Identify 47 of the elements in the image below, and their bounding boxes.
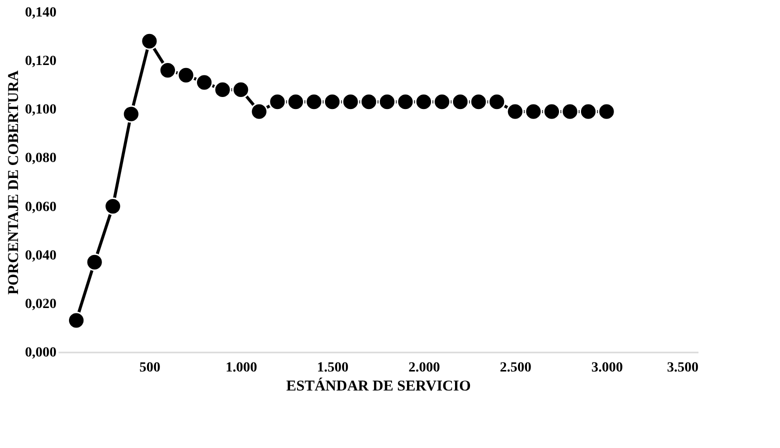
x-tick-label: 3.000 [591,360,623,376]
point [104,197,122,216]
x-tick-label: 3.500 [667,360,698,376]
point [158,61,177,80]
x-tick-label: 2.000 [408,360,440,376]
point [286,93,305,111]
point [323,93,342,111]
x-tick-label: 1.500 [317,360,349,376]
point [305,93,323,111]
point [542,102,561,120]
point [470,93,488,111]
point [177,66,195,84]
point [598,102,616,120]
y-tick-label: 0,120 [25,54,56,70]
point [579,102,598,120]
point [561,102,579,120]
point [268,93,286,111]
x-axis-title: ESTÁNDAR DE SERVICIO [286,378,471,394]
y-tick-label: 0,000 [25,346,56,360]
point [250,102,268,120]
point [488,93,506,111]
point [506,102,524,120]
x-tick-label: 2.500 [500,360,532,376]
point [122,105,140,123]
y-axis-title: PORCENTAJE DE COBERTURA [6,70,22,295]
y-tick-label: 0,040 [25,248,56,264]
y-tick-label: 0,020 [25,296,56,312]
point [360,93,378,111]
y-tick-label: 0,100 [25,102,56,118]
point [378,93,396,111]
point [414,93,433,111]
point [232,80,250,99]
y-tick-label: 0,080 [25,151,56,166]
point [86,253,104,271]
point [140,32,158,50]
point [67,312,86,330]
x-tick-label: 500 [139,360,160,376]
x-tick-label: 1.000 [226,360,258,376]
point [451,93,470,111]
y-tick-label: 0,060 [25,200,56,215]
point [214,80,232,99]
point [433,93,451,111]
y-tick-label: 0,140 [25,6,56,20]
point [195,74,214,92]
point [524,102,542,120]
point [396,93,414,111]
point [342,93,360,111]
